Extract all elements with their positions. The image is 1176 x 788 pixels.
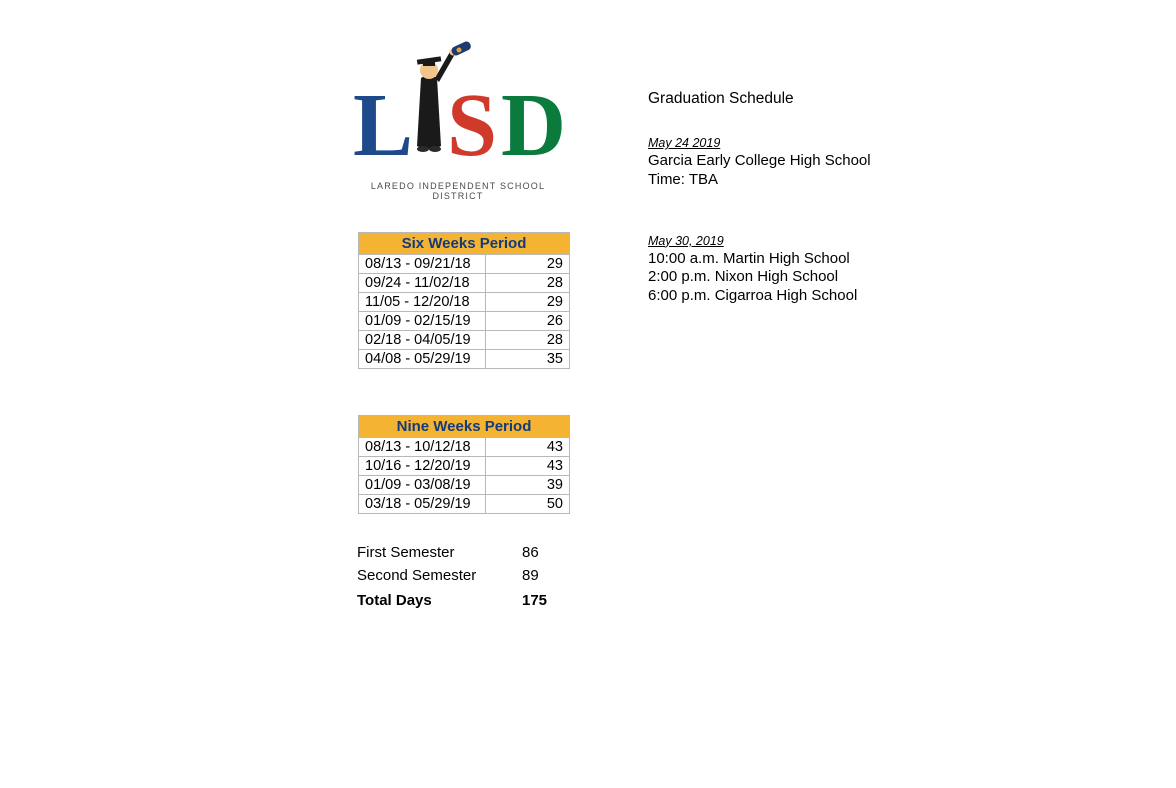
period-days: 35 [485, 350, 569, 369]
period-days: 29 [485, 255, 569, 274]
svg-text:L: L [353, 76, 413, 170]
period-days: 28 [485, 331, 569, 350]
district-logo: L S D LAREDO INDEPENDENT SCHOOL DISTRICT [348, 40, 568, 201]
graduation-entry: 10:00 a.m. Martin High School [648, 250, 988, 269]
period-days: 26 [485, 312, 569, 331]
six-weeks-header: Six Weeks Period [359, 233, 570, 255]
graduation-date-2: May 30, 2019 [648, 234, 988, 248]
svg-text:S: S [447, 76, 497, 170]
table-row: 08/13 - 10/12/1843 [359, 438, 570, 457]
table-row: 02/18 - 04/05/1928 [359, 331, 570, 350]
graduation-block-1: May 24 2019 Garcia Early College High Sc… [648, 136, 988, 190]
table-row: 09/24 - 11/02/1828 [359, 274, 570, 293]
period-range: 10/16 - 12/20/19 [359, 457, 486, 476]
period-range: 08/13 - 09/21/18 [359, 255, 486, 274]
period-range: 09/24 - 11/02/18 [359, 274, 486, 293]
table-row: 08/13 - 09/21/1829 [359, 255, 570, 274]
second-semester-label: Second Semester [357, 567, 522, 584]
second-semester-value: 89 [522, 567, 539, 584]
first-semester-row: First Semester 86 [357, 544, 587, 561]
table-row: 01/09 - 02/15/1926 [359, 312, 570, 331]
graduation-block-2: May 30, 2019 10:00 a.m. Martin High Scho… [648, 234, 988, 306]
period-range: 01/09 - 03/08/19 [359, 476, 486, 495]
table-row: 01/09 - 03/08/1939 [359, 476, 570, 495]
period-days: 43 [485, 438, 569, 457]
table-row: 03/18 - 05/29/1950 [359, 495, 570, 514]
period-days: 29 [485, 293, 569, 312]
six-weeks-table: Six Weeks Period 08/13 - 09/21/1829 09/2… [358, 232, 570, 369]
nine-weeks-body: 08/13 - 10/12/1843 10/16 - 12/20/1943 01… [359, 438, 570, 514]
table-row: 11/05 - 12/20/1829 [359, 293, 570, 312]
nine-weeks-header: Nine Weeks Period [359, 416, 570, 438]
graduation-title: Graduation Schedule [648, 90, 988, 108]
graduation-entry: 2:00 p.m. Nixon High School [648, 268, 988, 287]
nine-weeks-table: Nine Weeks Period 08/13 - 10/12/1843 10/… [358, 415, 570, 514]
total-days-value: 175 [522, 592, 547, 609]
period-range: 01/09 - 02/15/19 [359, 312, 486, 331]
graduation-entry: 6:00 p.m. Cigarroa High School [648, 287, 988, 306]
table-row: 04/08 - 05/29/1935 [359, 350, 570, 369]
graduation-entry: Time: TBA [648, 171, 988, 190]
period-days: 43 [485, 457, 569, 476]
first-semester-label: First Semester [357, 544, 522, 561]
lisd-logo-svg: L S D [353, 40, 563, 170]
table-row: 10/16 - 12/20/1943 [359, 457, 570, 476]
total-days-label: Total Days [357, 592, 522, 609]
period-range: 11/05 - 12/20/18 [359, 293, 486, 312]
period-range: 03/18 - 05/29/19 [359, 495, 486, 514]
graduation-date-1: May 24 2019 [648, 136, 988, 150]
period-range: 08/13 - 10/12/18 [359, 438, 486, 457]
first-semester-value: 86 [522, 544, 539, 561]
semester-summary: First Semester 86 Second Semester 89 Tot… [357, 544, 587, 615]
graduation-schedule: Graduation Schedule May 24 2019 Garcia E… [648, 90, 988, 306]
period-days: 50 [485, 495, 569, 514]
svg-text:D: D [501, 76, 563, 170]
second-semester-row: Second Semester 89 [357, 567, 587, 584]
graduation-entry: Garcia Early College High School [648, 152, 988, 171]
six-weeks-body: 08/13 - 09/21/1829 09/24 - 11/02/1828 11… [359, 255, 570, 369]
total-days-row: Total Days 175 [357, 592, 587, 609]
logo-tagline: LAREDO INDEPENDENT SCHOOL DISTRICT [348, 181, 568, 201]
period-days: 39 [485, 476, 569, 495]
period-range: 04/08 - 05/29/19 [359, 350, 486, 369]
period-range: 02/18 - 04/05/19 [359, 331, 486, 350]
period-days: 28 [485, 274, 569, 293]
